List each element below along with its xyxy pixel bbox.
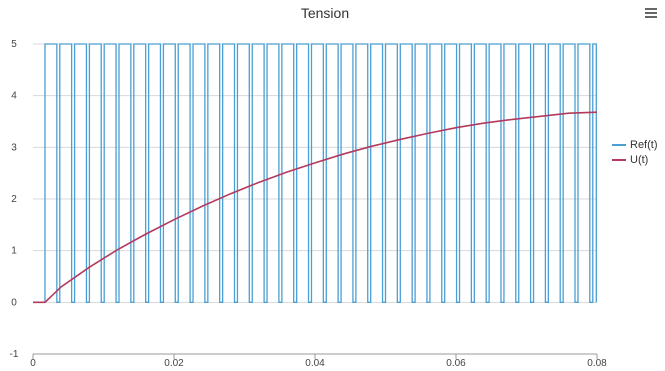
legend-swatch-ref <box>612 144 626 147</box>
y-tick-label: 1 <box>11 246 17 257</box>
y-tick-label: 3 <box>11 142 17 153</box>
legend-label-ref: Ref(t) <box>630 139 658 151</box>
legend-item-ref[interactable]: Ref(t) <box>612 138 658 153</box>
x-tick-label: 0.08 <box>587 358 607 369</box>
gridlines <box>33 43 597 355</box>
hamburger-menu-icon[interactable] <box>645 8 657 20</box>
x-tick-label: 0.06 <box>446 358 466 369</box>
series-line-u <box>33 111 598 304</box>
y-tick-label: -1 <box>10 349 19 360</box>
y-tick-label: 2 <box>11 194 17 205</box>
legend-label-u: U(t) <box>630 154 649 166</box>
series-line-ref <box>33 43 597 303</box>
series-layer <box>33 43 598 304</box>
legend-item-u[interactable]: U(t) <box>612 153 658 168</box>
y-tick-label: 0 <box>11 297 17 308</box>
x-tick-label: 0 <box>30 358 36 369</box>
y-tick-label: 5 <box>11 39 17 50</box>
chart-title: Tension <box>301 5 349 21</box>
legend-swatch-u <box>612 159 626 162</box>
x-tick-label: 0.04 <box>305 358 325 369</box>
x-tick-label: 0.02 <box>164 358 184 369</box>
legend: Ref(t) U(t) <box>612 138 658 168</box>
axes: -1 0 1 2 3 4 5 0 0.02 0.04 0.06 0.08 <box>10 39 608 369</box>
y-tick-label: 4 <box>11 91 17 102</box>
